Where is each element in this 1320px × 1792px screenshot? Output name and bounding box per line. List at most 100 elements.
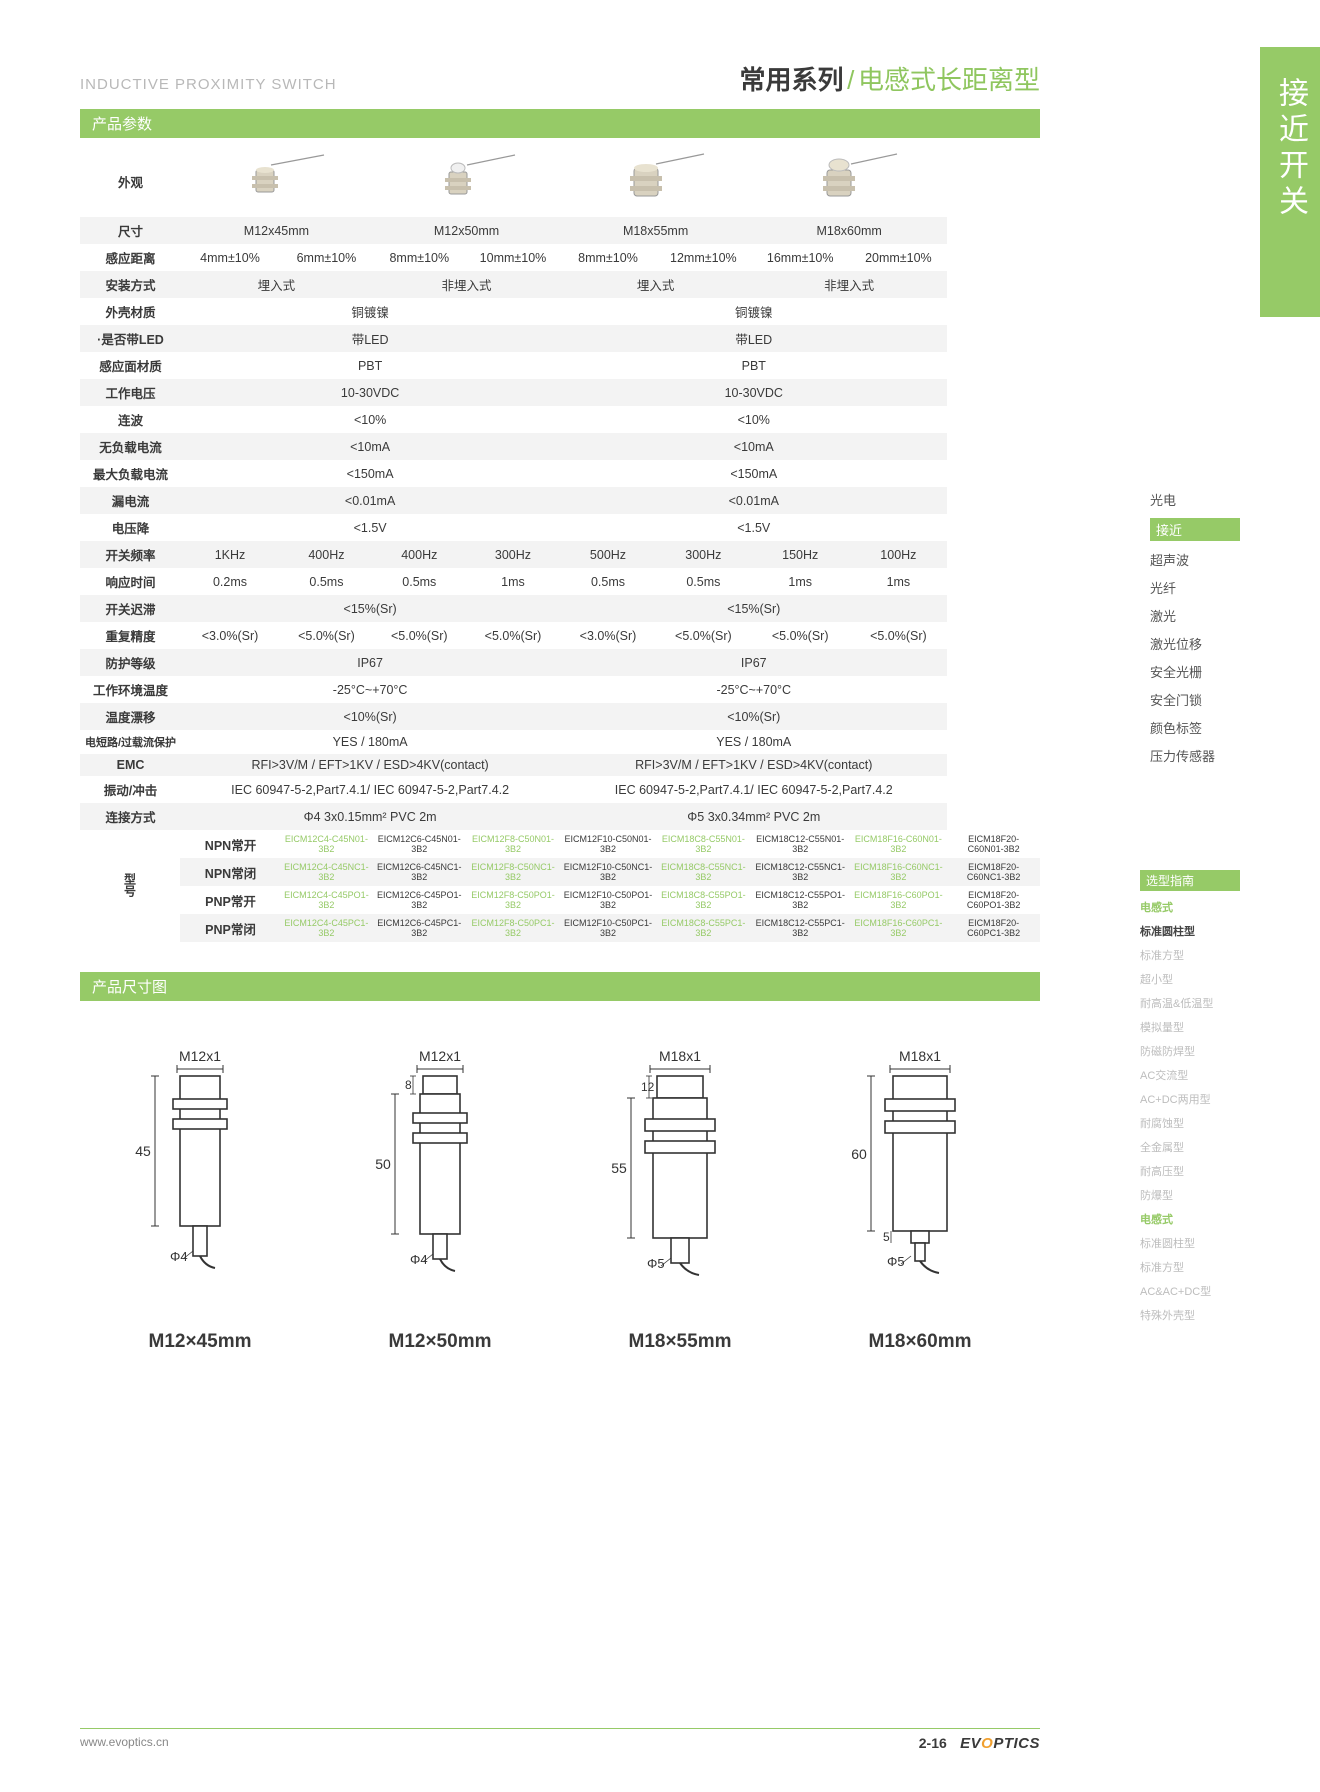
footer: www.evoptics.cn 2-16 EVOPTICS — [80, 1728, 1040, 1752]
side-nav2-item[interactable]: 特殊外壳型 — [1140, 1307, 1240, 1323]
spec-cell: M18x55mm — [560, 217, 751, 244]
dim-label: M12×50mm — [355, 1331, 525, 1353]
svg-text:M12x1: M12x1 — [419, 1048, 461, 1064]
spec-cell: 0.5ms — [373, 568, 466, 595]
side-nav2-item[interactable]: 标准方型 — [1140, 1259, 1240, 1275]
label-temp: 工作环境温度 — [80, 676, 180, 703]
side-nav2-item[interactable]: 耐高压型 — [1140, 1163, 1240, 1179]
side-nav2-item[interactable]: AC交流型 — [1140, 1067, 1240, 1083]
spec-cell: PBT — [180, 352, 560, 379]
spec-cell: <0.01mA — [180, 487, 560, 514]
spec-cell: <15%(Sr) — [180, 595, 560, 622]
side-nav2-item[interactable]: 电感式 — [1140, 899, 1240, 915]
label-led: ·是否带LED — [80, 325, 180, 352]
label-protect: 电短路/过载流保护 — [80, 730, 180, 754]
side-nav2-item[interactable]: 电感式 — [1140, 1211, 1240, 1227]
side-nav-item[interactable]: 光电 — [1150, 490, 1240, 509]
label-maxload: 最大负载电流 — [80, 460, 180, 487]
svg-text:Φ4: Φ4 — [170, 1249, 188, 1264]
part-number: EICM18C12-C55PO1-3B2 — [751, 886, 850, 914]
side-nav-item[interactable]: 安全光栅 — [1150, 662, 1240, 681]
side-nav2-item[interactable]: 标准圆柱型 — [1140, 923, 1240, 939]
spec-cell: <10mA — [180, 433, 560, 460]
label-leak: 漏电流 — [80, 487, 180, 514]
side-nav2-item[interactable]: 模拟量型 — [1140, 1019, 1240, 1035]
subtitle-en: INDUCTIVE PROXIMITY SWITCH — [80, 76, 337, 93]
part-number: EICM18F20-C60N01-3B2 — [947, 830, 1040, 858]
part-number: EICM18C12-C55N01-3B2 — [751, 830, 850, 858]
side-nav2-item[interactable]: 全金属型 — [1140, 1139, 1240, 1155]
side-nav-item[interactable]: 光纤 — [1150, 578, 1240, 597]
side-nav-item[interactable]: 激光位移 — [1150, 634, 1240, 653]
spec-cell: 10mm±10% — [466, 244, 561, 271]
side-nav2-item[interactable]: 防爆型 — [1140, 1187, 1240, 1203]
spec-cell: 500Hz — [560, 541, 656, 568]
part-number: EICM18C12-C55PC1-3B2 — [751, 914, 850, 942]
side-nav-item[interactable]: 安全门锁 — [1150, 690, 1240, 709]
label-sense: 感应距离 — [80, 244, 180, 271]
title-slash: / — [847, 65, 854, 95]
side-nav2-item[interactable]: AC&AC+DC型 — [1140, 1283, 1240, 1299]
side-nav-item[interactable]: 接近 — [1150, 518, 1240, 541]
side-nav2-item[interactable]: 超小型 — [1140, 971, 1240, 987]
label-vib: 振动/冲击 — [80, 776, 180, 803]
label-hyst: 开关迟滞 — [80, 595, 180, 622]
part-number: EICM12F10-C50PO1-3B2 — [560, 886, 656, 914]
svg-text:55: 55 — [611, 1160, 627, 1176]
side-tab: 接近开关 — [1260, 47, 1320, 317]
label-npn-nc: NPN常闭 — [180, 858, 280, 886]
side-nav2-header: 选型指南 — [1140, 870, 1240, 891]
side-nav2-item[interactable]: 防磁防焊型 — [1140, 1043, 1240, 1059]
svg-text:5: 5 — [883, 1230, 890, 1244]
side-nav2-item[interactable]: AC+DC两用型 — [1140, 1091, 1240, 1107]
part-number: EICM18C8-C55PC1-3B2 — [656, 914, 751, 942]
spec-cell: 铜镀镍 — [180, 298, 560, 325]
spec-cell: 300Hz — [466, 541, 561, 568]
title-main: 常用系列 — [739, 65, 843, 95]
part-number: EICM12C4-C45NC1-3B2 — [280, 858, 373, 886]
part-number: EICM18F16-C60PC1-3B2 — [849, 914, 947, 942]
part-number: EICM18F20-C60PC1-3B2 — [947, 914, 1040, 942]
spec-cell: 100Hz — [849, 541, 947, 568]
part-number: EICM12F8-C50PC1-3B2 — [466, 914, 561, 942]
spec-cell: <5.0%(Sr) — [373, 622, 466, 649]
spec-cell: <5.0%(Sr) — [466, 622, 561, 649]
side-nav-item[interactable]: 超声波 — [1150, 550, 1240, 569]
svg-text:50: 50 — [375, 1156, 391, 1172]
label-voltage: 工作电压 — [80, 379, 180, 406]
label-housing: 外壳材质 — [80, 298, 180, 325]
part-number: EICM12C6-C45PC1-3B2 — [373, 914, 466, 942]
part-number: EICM12F10-C50N01-3B2 — [560, 830, 656, 858]
side-nav-item[interactable]: 压力传感器 — [1150, 746, 1240, 765]
side-nav2-item[interactable]: 耐高温&低温型 — [1140, 995, 1240, 1011]
label-ripple: 连波 — [80, 406, 180, 433]
spec-cell: <15%(Sr) — [560, 595, 947, 622]
dim-label: M18×60mm — [835, 1331, 1005, 1353]
part-number: EICM12C6-C45NC1-3B2 — [373, 858, 466, 886]
side-nav2-item[interactable]: 标准圆柱型 — [1140, 1235, 1240, 1251]
spec-cell: Φ5 3x0.34mm² PVC 2m — [560, 803, 947, 830]
label-drift: 温度漂移 — [80, 703, 180, 730]
spec-cell: PBT — [560, 352, 947, 379]
spec-cell: 400Hz — [280, 541, 373, 568]
spec-cell: <5.0%(Sr) — [751, 622, 850, 649]
side-nav-guide: 选型指南电感式标准圆柱型标准方型超小型耐高温&低温型模拟量型防磁防焊型AC交流型… — [1140, 870, 1240, 1323]
label-pnp-nc: PNP常闭 — [180, 914, 280, 942]
side-nav-item[interactable]: 颜色标签 — [1150, 718, 1240, 737]
spec-cell: <5.0%(Sr) — [849, 622, 947, 649]
part-number: EICM12F10-C50PC1-3B2 — [560, 914, 656, 942]
side-nav2-item[interactable]: 耐腐蚀型 — [1140, 1115, 1240, 1131]
spec-cell: IP67 — [560, 649, 947, 676]
side-nav-item[interactable]: 激光 — [1150, 606, 1240, 625]
svg-text:Φ5: Φ5 — [887, 1254, 905, 1269]
label-vdrop: 电压降 — [80, 514, 180, 541]
spec-cell: -25°C~+70°C — [180, 676, 560, 703]
spec-cell: <10% — [560, 406, 947, 433]
side-nav2-item[interactable]: 标准方型 — [1140, 947, 1240, 963]
spec-cell: <10% — [180, 406, 560, 433]
part-number: EICM18F20-C60NC1-3B2 — [947, 858, 1040, 886]
label-response: 响应时间 — [80, 568, 180, 595]
part-number: EICM12F8-C50PO1-3B2 — [466, 886, 561, 914]
spec-cell: 带LED — [560, 325, 947, 352]
spec-cell: 150Hz — [751, 541, 850, 568]
